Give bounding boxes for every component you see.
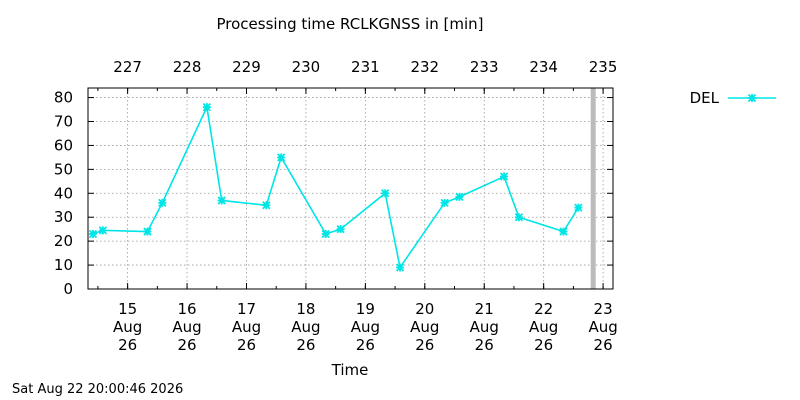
axes: 0102030405060708015Aug2616Aug2617Aug2618… [54,58,618,354]
x2-tick-label: 229 [232,58,261,76]
chart-title: Processing time RCLKGNSS in [min] [217,15,484,33]
series-line-del [92,104,580,270]
y-tick-label: 30 [54,208,73,226]
x-tick-label: Aug [470,318,499,336]
data-point [395,263,405,272]
data-point [499,172,509,181]
x2-tick-label: 235 [589,58,618,76]
x-tick-label: 15 [118,300,137,318]
x-tick-label: Aug [172,318,201,336]
x-tick-label: Aug [113,318,142,336]
y-tick-label: 0 [63,280,73,298]
x2-tick-label: 230 [292,58,321,76]
y-tick-label: 80 [54,89,73,107]
data-point [455,192,464,202]
data-point [158,198,167,207]
x-tick-label: 26 [178,336,197,354]
x-tick-label: 21 [475,300,494,318]
x2-tick-label: 228 [173,58,202,76]
x2-tick-label: 227 [113,58,142,76]
series-layer [88,103,583,272]
data-point [202,103,212,112]
data-point [143,227,152,236]
x-tick-label: 26 [475,336,494,354]
data-point [88,229,98,239]
x-tick-label: 22 [534,300,553,318]
x-tick-label: 26 [237,336,256,354]
now-marker [590,88,596,289]
grid [88,88,613,289]
x-tick-label: 26 [534,336,553,354]
y-tick-label: 10 [54,256,73,274]
data-point [277,153,286,162]
legend-label: DEL [690,89,720,107]
x2-tick-label: 231 [351,58,380,76]
y-tick-label: 40 [54,184,73,202]
data-point [574,203,583,212]
x-tick-label: Aug [588,318,617,336]
x-tick-label: Aug [529,318,558,336]
x-tick-label: Aug [351,318,380,336]
legend-marker [747,93,757,103]
x-tick-label: 26 [415,336,434,354]
x-tick-label: 19 [356,300,375,318]
x-tick-label: 26 [118,336,137,354]
x-tick-label: Aug [232,318,261,336]
x-tick-label: Aug [410,318,439,336]
y-tick-label: 70 [54,113,73,131]
now-marker-bar [590,88,596,289]
data-point [98,226,107,235]
plot-frame [87,87,614,290]
y-tick-label: 60 [54,136,73,154]
x-tick-label: 26 [356,336,375,354]
generated-timestamp: Sat Aug 22 20:00:46 2026 [12,382,184,397]
data-point [381,189,390,198]
data-point [217,196,226,205]
y-tick-label: 20 [54,232,73,250]
x-tick-label: 20 [415,300,434,318]
data-point [262,201,271,210]
data-point [336,225,345,234]
x-axis-label: Time [331,361,369,379]
data-point [514,213,524,222]
x-tick-label: 18 [296,300,315,318]
x2-tick-label: 234 [529,58,558,76]
data-point [321,229,330,239]
data-point [559,227,568,236]
x-tick-label: 17 [237,300,256,318]
legend: DEL [690,89,776,107]
x2-tick-label: 233 [470,58,499,76]
y-tick-label: 50 [54,160,73,178]
x-tick-label: 23 [594,300,613,318]
x-tick-label: 26 [296,336,315,354]
x-tick-label: 16 [178,300,197,318]
x-tick-label: Aug [291,318,320,336]
x2-tick-label: 232 [410,58,439,76]
data-point [440,198,449,207]
x-tick-label: 26 [594,336,613,354]
